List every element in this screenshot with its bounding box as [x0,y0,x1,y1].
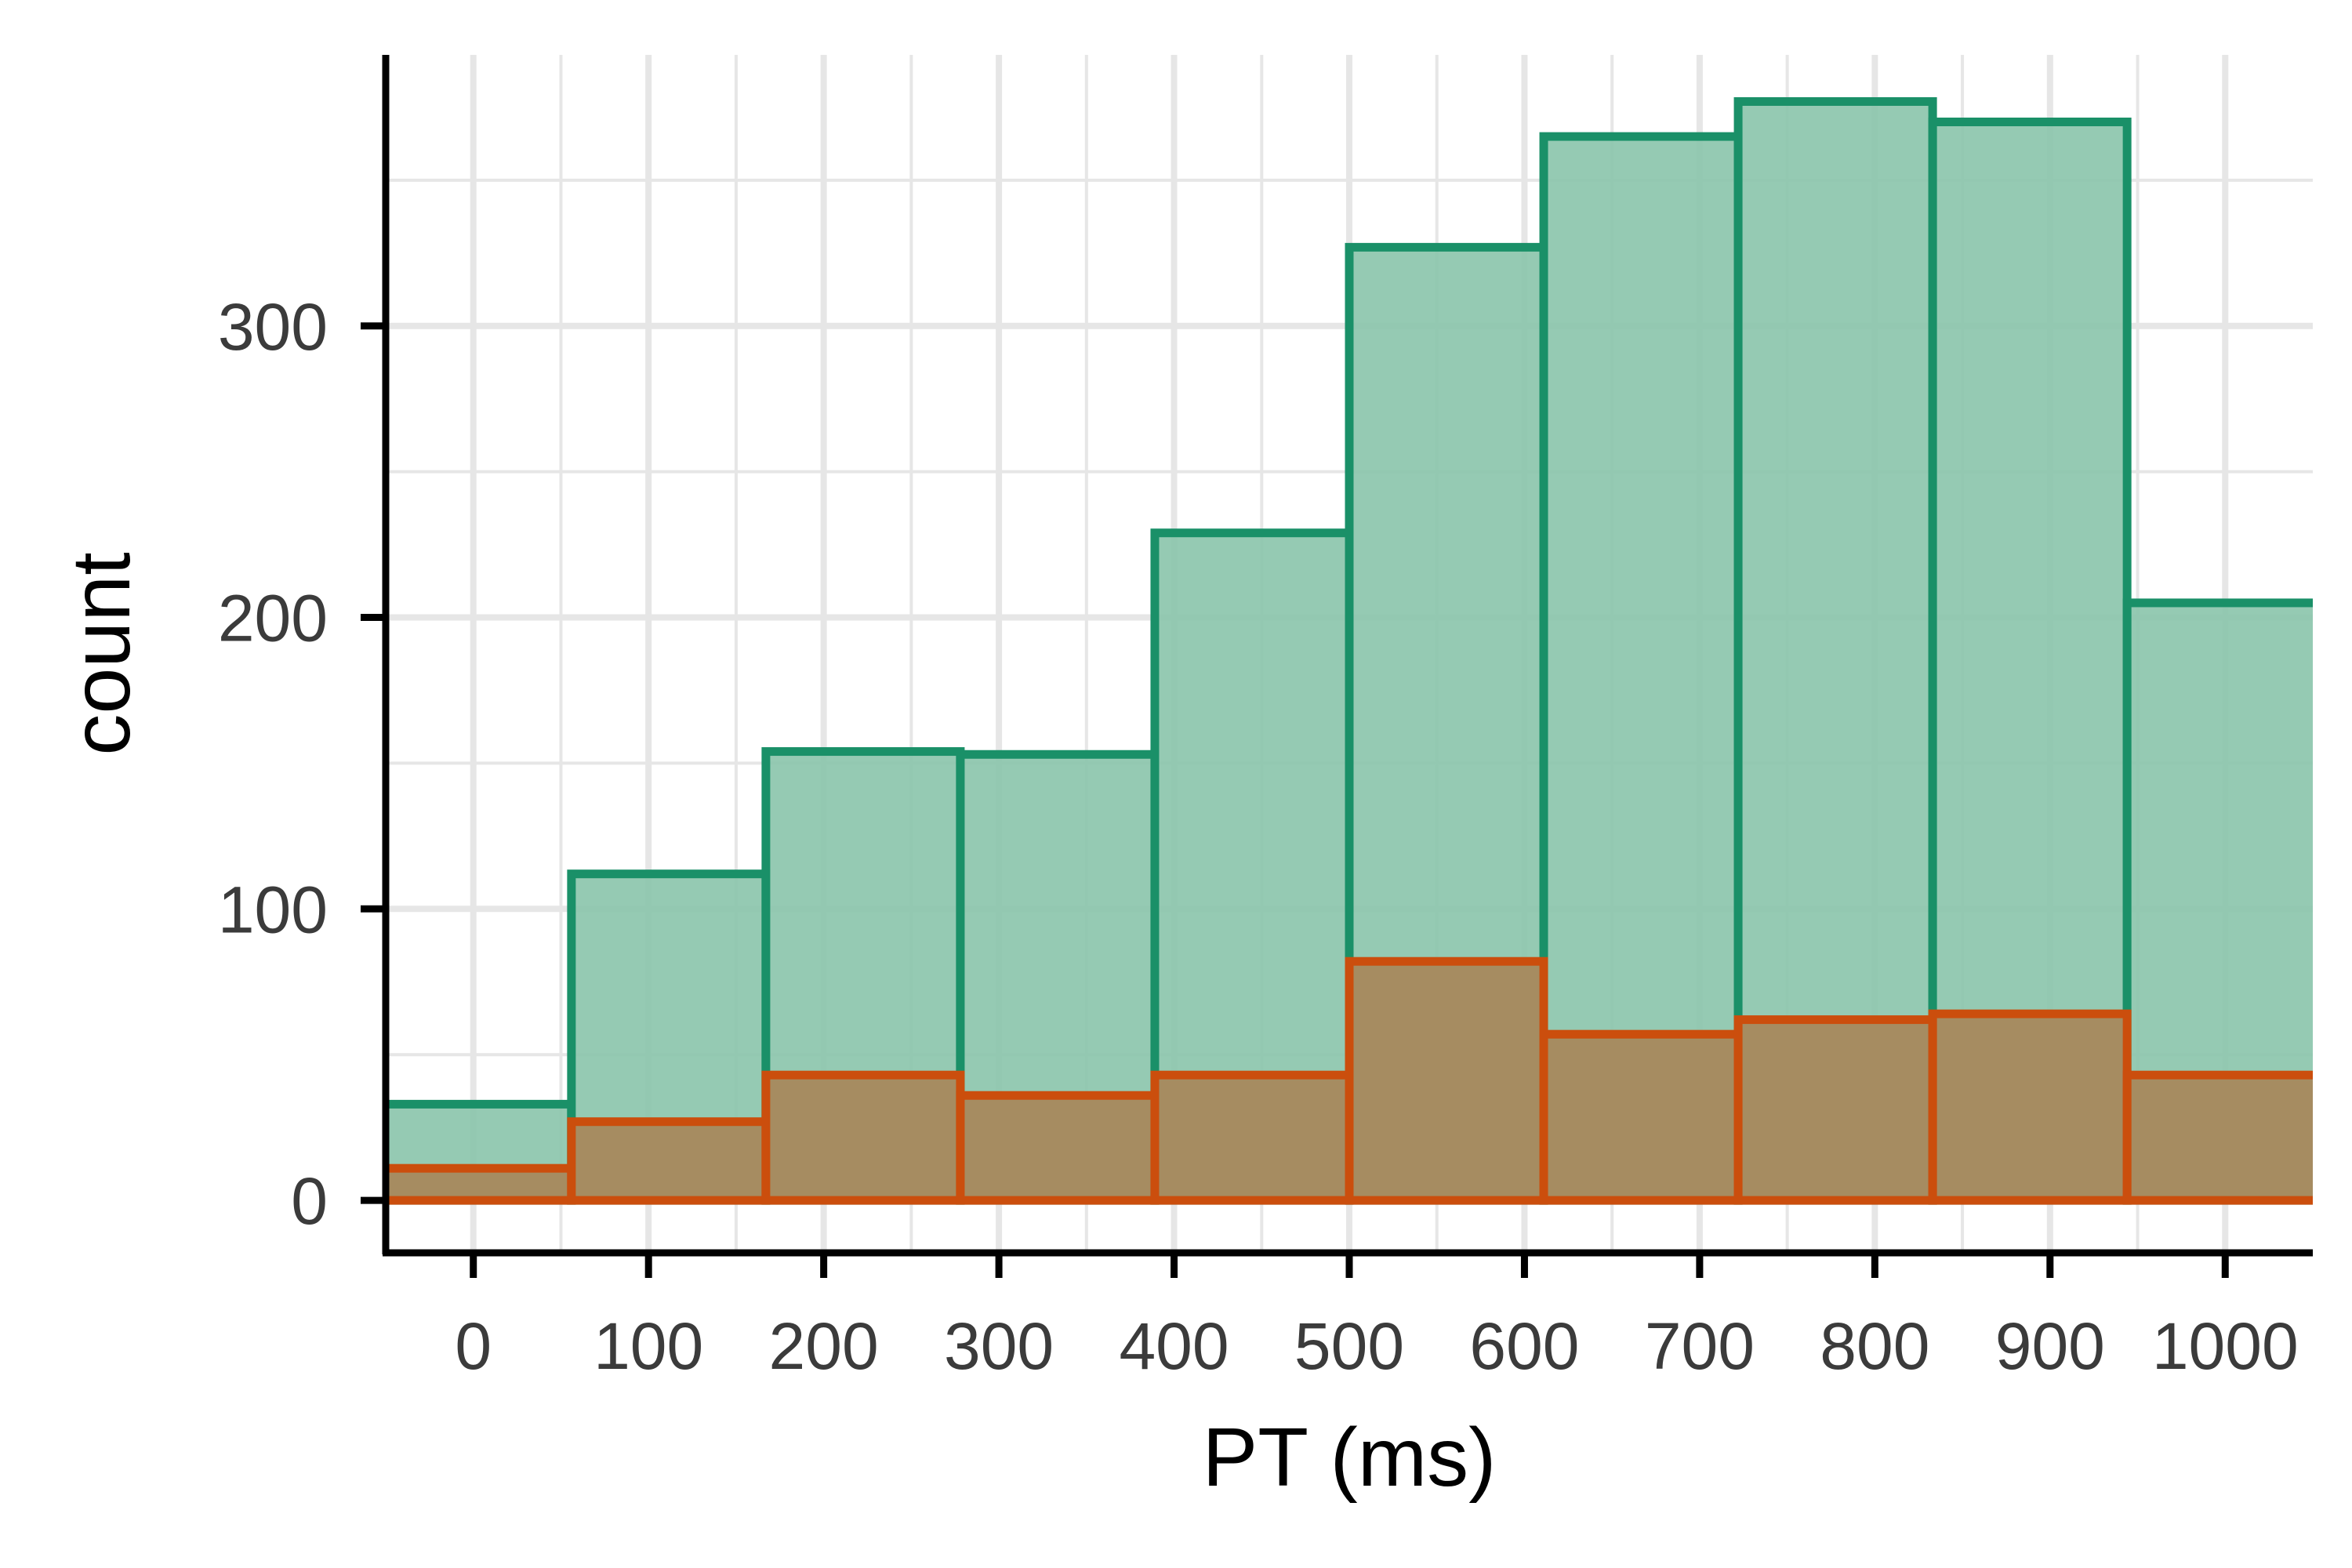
y-tick-label: 200 [218,582,328,655]
axes [361,55,2313,1278]
y-tick-label: 0 [291,1164,328,1238]
histogram-bar-series-2 [956,1091,1160,1205]
x-tick-label: 1000 [2152,1309,2299,1383]
y-axis-title: count [55,552,147,755]
tick-labels: 0 100 200 300 400 500 600 700 800 900 1000 0 100 200 3… [218,290,2299,1383]
histogram-bar-series-2 [1150,1070,1354,1205]
histogram-bar-series-2 [1345,956,1548,1205]
histogram-bar-series-2 [1733,1015,1937,1205]
histogram-bar-series-2 [386,1163,576,1205]
x-tick-label: 800 [1820,1309,1929,1383]
y-tick-label: 300 [218,290,328,364]
x-tick-label: 400 [1119,1309,1229,1383]
x-tick-label: 0 [455,1309,492,1383]
histogram-bar-series-2 [1928,1009,2132,1205]
histogram-bar-series-2 [2122,1070,2313,1205]
x-tick-label: 100 [593,1309,703,1383]
x-axis-title: PT (ms) [1203,1411,1497,1504]
histogram-bar-series-2 [761,1070,965,1205]
x-tick-label: 600 [1469,1309,1579,1383]
x-tick-label: 500 [1294,1309,1404,1383]
histogram-bar-series-2 [567,1117,771,1205]
x-tick-label: 200 [769,1309,879,1383]
histogram-bars [386,96,2313,1205]
histogram-bar-series-2 [1539,1029,1743,1205]
y-tick-label: 100 [218,873,328,946]
x-tick-label: 900 [1995,1309,2105,1383]
x-tick-label: 300 [944,1309,1054,1383]
x-tick-label: 700 [1645,1309,1755,1383]
